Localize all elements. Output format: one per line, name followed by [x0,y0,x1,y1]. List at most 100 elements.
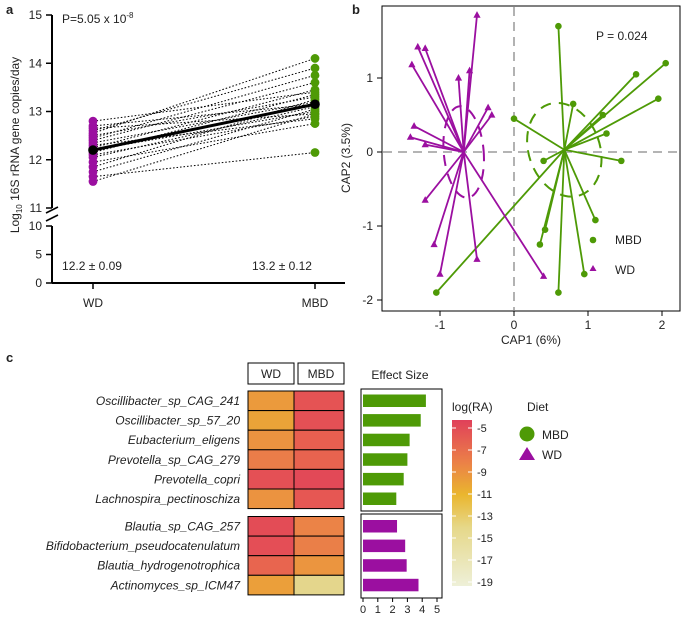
panel-b-spoke-mbd [557,149,566,293]
panel-b-point-mbd [592,216,599,224]
panel-a-pair-line [92,106,316,158]
panel-c-effect-bar [363,472,404,486]
panel-b-point-mbd [569,100,577,108]
panel-c-effect-frame-wd [360,513,443,599]
panel-c-taxon-label: Lachnospira_pectinoschiza [95,492,240,506]
panel-a-pair-line [92,152,316,178]
panel-c-taxon-label: Blautia_hydrogenotrophica [97,559,240,573]
panel-a-point-mbd [310,87,320,97]
panel-a-pvalue: P=5.05 x 10-8 [62,11,134,26]
panel-b-point-wd [408,60,416,68]
panel-b-y-tick-label: 1 [366,71,373,85]
panel-a-mean-line [92,102,316,152]
panel-c-cell-wd [247,516,295,537]
panel-c-cell-wd [247,535,295,557]
panel-c-taxon-label: Oscillibacter_sp_57_20 [115,414,240,428]
panel-b-spoke-wd [425,143,464,153]
panel-b-spoke-mbd [543,148,565,162]
panel-a-mean-point-mbd [310,99,320,110]
panel-b-point-wd [414,42,422,50]
panel-a-point-mbd [310,63,320,73]
panel-c-taxon-label: Blautia_sp_CAG_257 [125,520,242,534]
panel-c-colorbar [452,420,472,586]
panel-a-mean-label-mbd: 13.2 ± 0.12 [252,259,312,273]
panel-b-x-tick-label: -1 [435,318,446,332]
panel-a-y-tick-label: 11 [30,201,43,215]
panel-a-point-wd [88,116,98,126]
panel-b-x-tick-label: 2 [659,318,666,332]
panel-c-colorbar-title: log(RA) [452,400,493,414]
panel-b-point-wd [466,66,474,74]
panel-b-legend-mbd-marker [589,236,597,244]
panel-c-cell-mbd [293,535,345,557]
panel-b-x-tick-label: 1 [585,318,592,332]
panel-c-effect-x-tick-label: 1 [375,604,381,616]
panel-c-colorbar-tick-label: -5 [477,423,487,435]
panel-b-point-mbd [632,71,640,78]
panel-b-pvalue: P = 0.024 [596,29,648,43]
panel-b-point-mbd [618,157,625,165]
panel-c-column-header-mbd: MBD [308,367,335,381]
panel-b-spoke-wd [416,46,465,153]
panel-a-point-mbd [310,148,320,157]
panel-b-spoke-wd [433,151,465,245]
panel-a-pair-line [92,113,316,182]
panel-b-point-wd [436,270,444,277]
panel-b-spoke-mbd [563,103,575,150]
panel-b-point-mbd [603,130,610,137]
panel-c-effect-bar [363,492,397,505]
panel-b-spoke-mbd [563,149,597,221]
panel-b-legend-wd: WD [615,263,635,277]
panel-c-taxon-label: Bifidobacterium_pseudocatenulatum [46,539,240,553]
panel-b-spoke-wd [439,151,465,275]
panel-b-spoke-wd [462,151,478,260]
panel-c-taxon-label: Oscillibacter_sp_CAG_241 [96,394,240,408]
panel-c-cell-wd [247,468,295,490]
panel-c-taxon-label: Actinomyces_sp_ICM47 [110,578,242,592]
panel-c-cell-mbd [293,410,345,431]
panel-a-pair-line [92,111,316,151]
panel-b-point-wd [488,111,496,118]
panel-c-colorbar-tick-label: -15 [477,533,493,545]
panel-c-colorbar-tick-label: -19 [477,577,493,589]
panel-a-y-tick-label: 10 [29,219,43,233]
panel-c-legend-mbd-marker [519,426,535,442]
panel-b-x-tick-label: 0 [511,318,518,332]
panel-b-x-axis-label: CAP1 (6%) [501,333,561,347]
panel-b-point-wd [421,196,429,203]
panel-b-point-mbd [662,59,669,67]
panel-b-spoke-wd [462,114,493,153]
panel-c-effect-bar [363,394,426,407]
panel-c-colorbar-tick-label: -7 [477,445,487,457]
panel-a-pair-line [92,123,316,163]
panel-b-y-tick-label: -2 [362,293,373,307]
panel-label-b: b [352,2,360,17]
panel-b-y-axis-label: CAP2 (3.5%) [339,123,353,193]
panel-b-point-wd [430,240,438,248]
panel-c-column-header-wd: WD [261,367,281,381]
panel-b-spoke-wd [411,64,465,153]
panel-b-spoke-mbd [563,97,659,151]
panel-b-point-mbd [541,226,549,233]
panel-b-spoke-wd [462,107,489,153]
panel-c-legend-wd-marker [519,447,535,460]
panel-c-effect-x-tick-label: 5 [434,604,440,616]
panel-b-point-wd [473,255,481,262]
panel-c-taxon-label: Prevotella_copri [154,472,240,486]
panel-c-effect-frame-mbd [360,388,443,512]
panel-c-effect-x-tick-label: 2 [390,604,396,616]
panel-c-cell-wd [247,555,295,576]
panel-a-y-tick-label: 13 [29,105,43,119]
panel-b-point-wd [540,272,548,279]
panel-b-point-mbd [581,270,588,278]
panel-b-point-mbd [599,111,607,119]
panel-b-point-mbd [540,157,547,165]
panel-b-spoke-mbd [557,26,566,150]
panel-b-spoke-mbd [563,132,607,151]
panel-a-pair-line [92,108,316,173]
panel-b-plot-frame [381,5,681,312]
panel-b-spoke-wd [413,125,465,153]
panel-c-effect-size-title: Effect Size [371,368,428,382]
panel-c-cell-wd [247,390,295,412]
panel-b-point-wd [454,74,463,81]
